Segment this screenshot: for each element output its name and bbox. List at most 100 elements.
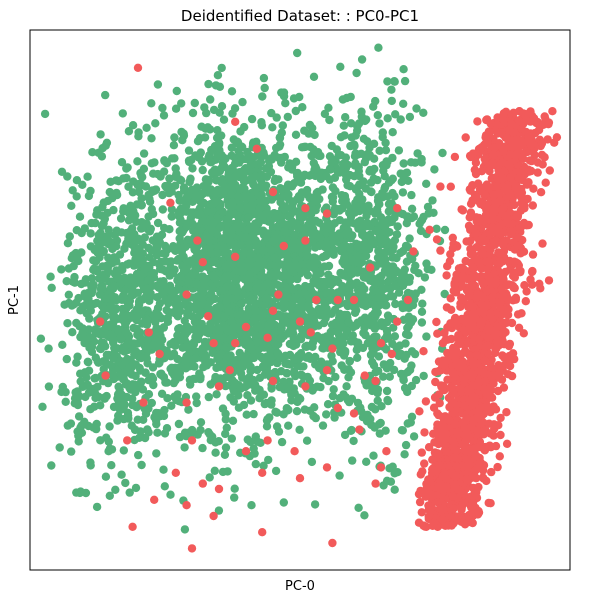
scatter-point-green [292, 169, 302, 179]
scatter-point-green [399, 159, 408, 168]
scatter-point-green [310, 500, 320, 509]
scatter-point-green [124, 182, 133, 191]
scatter-point-green [197, 157, 207, 166]
scatter-point-green [90, 245, 99, 255]
scatter-point-green [181, 242, 190, 252]
scatter-point-green [378, 128, 387, 137]
scatter-point-green [329, 385, 338, 394]
scatter-point-green [233, 137, 242, 146]
scatter-point-green [222, 282, 232, 291]
scatter-point-green [215, 146, 224, 155]
scatter-point-red [461, 256, 470, 266]
scatter-point-green [226, 353, 235, 362]
scatter-point-green [257, 118, 266, 127]
scatter-point-green [158, 265, 168, 274]
scatter-point-green [227, 143, 236, 152]
scatter-point-green [296, 178, 306, 187]
scatter-point-green [197, 293, 206, 302]
scatter-point-green [380, 284, 389, 294]
scatter-point-green [88, 148, 97, 157]
scatter-point-green [221, 443, 231, 452]
scatter-point-green [134, 128, 143, 137]
scatter-point-green [295, 425, 304, 434]
scatter-point-green [139, 149, 149, 158]
scatter-point-green [382, 317, 392, 327]
scatter-point-green [267, 317, 276, 326]
scatter-point-green [159, 111, 169, 120]
scatter-point-green [376, 418, 385, 428]
scatter-point-green [417, 318, 427, 327]
scatter-point-green [47, 461, 56, 470]
scatter-point-green [251, 386, 260, 395]
scatter-point-green [167, 205, 176, 214]
scatter-point-green [390, 485, 399, 494]
scatter-point-green [152, 449, 161, 458]
scatter-point-green [373, 396, 382, 405]
scatter-point-green [228, 416, 238, 425]
scatter-point-green [171, 164, 180, 173]
scatter-point-green [213, 310, 222, 319]
scatter-point-green [152, 408, 161, 418]
scatter-point-green [328, 183, 338, 192]
scatter-point-green [240, 184, 249, 193]
scatter-point-green [384, 215, 393, 224]
scatter-point-green [267, 384, 276, 393]
scatter-point-green [140, 264, 150, 274]
scatter-point-green [137, 194, 146, 203]
scatter-point-green [182, 352, 191, 361]
scatter-point-green [348, 456, 357, 465]
scatter-point-green [405, 112, 415, 122]
scatter-point-green [262, 357, 271, 366]
scatter-point-green [373, 111, 382, 120]
scatter-point-green [192, 392, 201, 401]
scatter-point-green [262, 233, 271, 242]
scatter-point-green [218, 207, 228, 216]
scatter-point-green [38, 402, 47, 411]
scatter-point-green [330, 413, 339, 422]
scatter-point-green [413, 149, 422, 158]
scatter-point-green [295, 92, 304, 102]
scatter-point-green [127, 383, 137, 392]
scatter-point-green [399, 99, 408, 109]
scatter-point-green [369, 361, 379, 370]
scatter-point-green [220, 450, 230, 459]
scatter-point-green [40, 109, 50, 119]
scatter-point-green [211, 197, 220, 206]
scatter-point-green [268, 123, 277, 132]
scatter-point-green [231, 276, 241, 285]
scatter-point-green [303, 190, 312, 199]
scatter-point-green [172, 86, 181, 96]
scatter-point-green [406, 418, 415, 427]
scatter-point-green [243, 280, 253, 290]
scatter-point-green [231, 222, 240, 232]
scatter-point-green [299, 362, 308, 371]
scatter-point-green [284, 260, 294, 270]
scatter-point-green [130, 425, 140, 434]
scatter-point-green [207, 145, 216, 155]
scatter-point-green [302, 342, 311, 351]
scatter-point-green [147, 99, 156, 108]
scatter-point-red [415, 407, 424, 416]
scatter-point-green [401, 440, 411, 450]
scatter-point-red [541, 178, 550, 187]
scatter-point-green [402, 257, 412, 266]
scatter-point-red [436, 246, 445, 255]
scatter-point-green [191, 354, 200, 363]
scatter-point-green [320, 109, 330, 119]
scatter-point-green [174, 190, 183, 200]
scatter-point-green [264, 157, 274, 166]
scatter-point-green [192, 398, 201, 408]
scatter-point-green [152, 419, 161, 429]
scatter-point-green [374, 352, 384, 361]
scatter-point-green [102, 391, 111, 401]
scatter-point-green [313, 148, 323, 157]
scatter-point-green [197, 200, 206, 209]
scatter-point-green [365, 231, 374, 240]
scatter-point-green [156, 172, 165, 181]
scatter-point-green [96, 130, 105, 139]
scatter-point-green [410, 158, 420, 167]
scatter-point-green [207, 290, 216, 299]
scatter-point-green [305, 120, 315, 130]
scatter-point-red [461, 133, 470, 142]
scatter-point-green [396, 169, 405, 178]
